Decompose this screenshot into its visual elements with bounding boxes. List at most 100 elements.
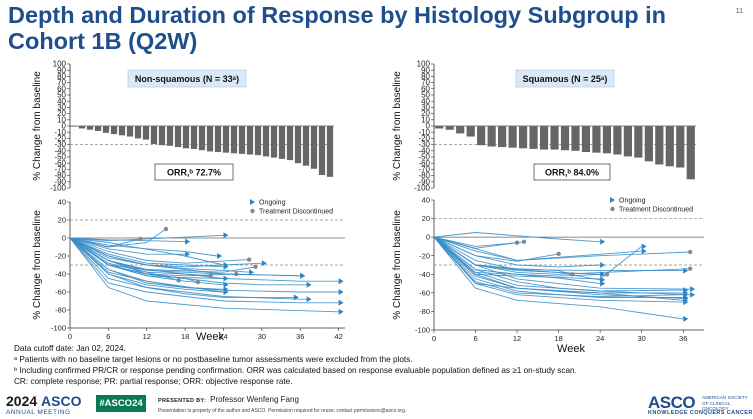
ongoing-marker [683, 315, 689, 322]
bar [230, 126, 238, 154]
y-axis-label: % Change from baseline [32, 71, 43, 181]
ongoing-marker [223, 232, 229, 239]
x-tick-label: 0 [432, 334, 436, 343]
x-tick-label: 24 [596, 334, 604, 343]
x-tick-label: 6 [106, 332, 110, 341]
ongoing-marker [223, 281, 229, 288]
y-tick-label: -90 [54, 177, 66, 186]
bar [246, 126, 254, 155]
y-tick-label: 20 [57, 109, 66, 118]
ongoing-marker [293, 294, 299, 301]
bar [498, 126, 507, 148]
y-tick-label: 10 [421, 115, 430, 124]
patient-line [433, 236, 518, 247]
bar [487, 126, 496, 147]
patient-line [69, 237, 250, 264]
y-tick-label: -40 [418, 146, 430, 155]
ongoing-marker [261, 260, 267, 267]
y-tick-label: 30 [57, 103, 66, 112]
bar [529, 126, 538, 149]
bar [560, 126, 570, 151]
y-tick-label: -10 [418, 128, 430, 137]
y-tick-label: 0 [62, 122, 67, 131]
bar [686, 126, 695, 180]
y-tick-label: -90 [418, 177, 430, 186]
discontinued-marker [246, 257, 252, 262]
ongoing-marker [683, 287, 689, 294]
presenter-line: PRESENTED BY: Professor Wenfeng Fang [158, 395, 299, 404]
ongoing-marker [306, 281, 312, 288]
discontinued-marker [208, 273, 213, 278]
bar [286, 126, 294, 161]
y-tick-label: -100 [51, 324, 66, 333]
x-tick-label: 0 [68, 332, 72, 341]
x-tick-label: 36 [679, 334, 687, 343]
patient-line [433, 236, 642, 261]
x-tick-label: 24 [219, 332, 227, 341]
patient-line [69, 237, 250, 273]
discontinued-marker [687, 266, 693, 271]
y-axis-label: % Change from baseline [32, 210, 43, 320]
y-tick-label: -40 [55, 270, 66, 279]
ongoing-marker [185, 238, 191, 245]
y-tick-label: -80 [54, 171, 66, 180]
y-tick-label: -50 [418, 153, 430, 162]
legend-ongoing-label: Ongoing [259, 200, 286, 207]
bar [70, 126, 78, 127]
ongoing-marker [249, 269, 255, 276]
asco-meeting-logo: 2024 ASCO [6, 393, 82, 409]
ongoing-marker [223, 289, 229, 295]
bar [310, 126, 318, 169]
patient-line [69, 237, 186, 243]
legend-discontinued-label: Treatment Discontinued [619, 207, 693, 214]
x-tick-label: 6 [473, 334, 477, 343]
bar [118, 126, 126, 136]
presenter-name: Professor Wenfeng Fang [210, 395, 299, 404]
bar [508, 126, 517, 148]
ongoing-marker [223, 263, 229, 270]
bar [518, 126, 528, 149]
ongoing-marker [600, 271, 606, 278]
bar [78, 126, 86, 129]
patient-line [433, 236, 684, 303]
spider-plot-non-squamous: -100 -80 -60 -40 -20 0 20 40 0 6 12 18 24 30 36 42 % Cha… [32, 198, 345, 343]
y-tick-label: -20 [418, 134, 430, 143]
bar [550, 126, 559, 150]
patient-line [433, 232, 601, 243]
bar [110, 126, 118, 135]
y-tick-label: 40 [421, 97, 430, 106]
patient-line [69, 237, 262, 268]
orr-box [154, 163, 234, 181]
y-tick-label: -30 [54, 140, 66, 149]
patient-line [433, 236, 691, 275]
patient-line [69, 237, 294, 298]
y-tick-label: 40 [58, 198, 66, 207]
x-tick-label: 30 [638, 334, 646, 343]
y-tick-label: -50 [54, 153, 66, 162]
y-tick-label: 100 [53, 60, 67, 69]
y-tick-label: 0 [62, 234, 66, 243]
ongoing-marker [338, 308, 344, 315]
x-tick-label: 12 [143, 332, 151, 341]
bar [158, 126, 166, 146]
y-tick-label: -100 [414, 184, 431, 193]
legend-ongoing-marker [610, 197, 615, 203]
y-tick-label: 90 [57, 66, 66, 75]
bar [602, 126, 612, 154]
permission-notice: Presentation is property of the author a… [158, 408, 407, 414]
y-tick-label: 80 [57, 72, 66, 81]
bar [198, 126, 206, 151]
bar [102, 126, 110, 133]
spider-plot-squamous: -100 -80 -60 -40 -20 0 20 40 0 6 12 18 24 30 36 % Chang… [392, 196, 704, 355]
discontinued-marker [195, 279, 201, 285]
y-tick-label: -80 [55, 306, 66, 315]
bar [174, 126, 182, 148]
y-tick-label: -30 [418, 140, 430, 149]
patient-line [433, 236, 684, 298]
y-tick-label: 60 [57, 84, 66, 93]
bar [592, 126, 601, 153]
y-tick-label: 20 [421, 109, 430, 118]
y-tick-label: 60 [421, 84, 430, 93]
footer-meeting: ANNUAL MEETING [6, 409, 71, 416]
discontinued-marker [556, 251, 561, 257]
